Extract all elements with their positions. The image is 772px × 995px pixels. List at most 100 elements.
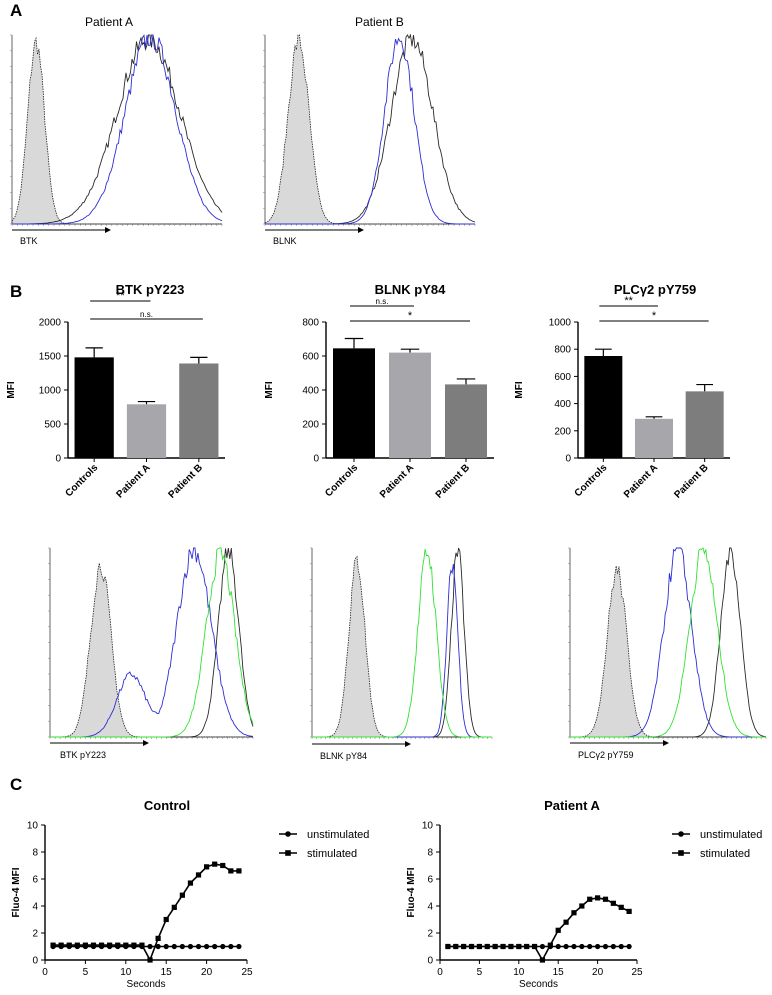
y-axis-label: MFI <box>6 381 17 398</box>
histogram-axis-label: BTK <box>20 236 38 246</box>
histogram-title: Patient B <box>355 15 404 29</box>
line-chart-title: Control <box>144 798 190 813</box>
data-point-stimulated <box>539 957 546 963</box>
data-point-stimulated <box>508 943 514 950</box>
data-point-stimulated <box>139 942 145 948</box>
data-point-stimulated <box>98 942 105 948</box>
data-point-stimulated <box>90 942 97 948</box>
data-point-unstimulated <box>539 943 546 950</box>
y-tick-label: 2000 <box>39 318 62 329</box>
bar-patient-b <box>685 391 724 458</box>
histogram-title: Patient A <box>85 15 133 29</box>
line-chart-title: Patient A <box>544 798 600 813</box>
y-axis-label: MFI <box>514 381 525 398</box>
data-point-unstimulated <box>626 943 632 950</box>
data-point-stimulated <box>220 862 226 869</box>
x-axis-arrowhead <box>105 227 111 233</box>
data-point-unstimulated <box>618 943 624 950</box>
histogram-trace-patient <box>265 37 475 225</box>
data-point-unstimulated <box>236 943 242 950</box>
data-point-stimulated <box>602 896 609 902</box>
bar-controls <box>74 357 114 458</box>
histogram-trace-patient-b <box>570 547 766 738</box>
data-point-stimulated <box>195 872 202 878</box>
legend-marker <box>285 831 291 837</box>
bar-chart-title: PLCγ2 pY759 <box>614 282 696 297</box>
y-tick-label: 0 <box>32 956 38 967</box>
data-point-stimulated <box>131 942 137 948</box>
significance-label: ** <box>624 295 633 307</box>
data-point-stimulated <box>610 900 616 906</box>
x-tick-label: 5 <box>477 967 483 978</box>
data-point-unstimulated <box>228 943 234 950</box>
x-tick-label: 0 <box>437 967 443 978</box>
data-point-stimulated <box>58 942 64 948</box>
y-axis-label: Fluo-4 MFI <box>11 867 22 917</box>
data-point-stimulated <box>228 868 234 874</box>
data-point-stimulated <box>107 942 113 948</box>
y-tick-label: 0 <box>565 454 571 465</box>
y-axis-label: Fluo-4 MFI <box>406 867 417 917</box>
legend-label: unstimulated <box>700 829 762 841</box>
data-point-stimulated <box>531 943 538 950</box>
data-point-stimulated <box>476 943 482 950</box>
data-point-stimulated <box>563 919 569 925</box>
significance-label: ** <box>116 290 125 302</box>
data-point-unstimulated <box>220 943 226 950</box>
y-tick-label: 800 <box>302 318 319 329</box>
legend-label: stimulated <box>307 848 357 860</box>
data-point-stimulated <box>595 895 601 901</box>
data-point-stimulated <box>50 942 56 948</box>
data-point-stimulated <box>445 943 451 950</box>
y-tick-label: 0 <box>313 454 319 465</box>
histogram-trace-patient-b <box>50 547 254 738</box>
x-tick-label: 15 <box>161 967 173 978</box>
data-point-stimulated <box>500 943 506 950</box>
significance-label: * <box>652 310 657 322</box>
bar-patient-b <box>445 384 487 458</box>
y-tick-label: 4 <box>32 902 38 913</box>
panel-letter-b: B <box>10 282 22 301</box>
data-point-stimulated <box>212 861 218 867</box>
data-point-stimulated <box>492 943 498 950</box>
histogram-btk: Patient A BTK <box>10 15 223 246</box>
significance-label: n.s. <box>140 310 153 319</box>
data-point-unstimulated <box>147 943 153 950</box>
significance-label: n.s. <box>376 297 389 306</box>
y-tick-label: 6 <box>427 875 433 886</box>
histogram-axis-label: PLCγ2 pY759 <box>578 750 634 760</box>
y-tick-label: 1500 <box>39 352 62 363</box>
data-point-stimulated <box>516 943 522 950</box>
data-point-unstimulated <box>595 943 601 950</box>
bar-controls <box>584 356 623 458</box>
x-tick-label: 25 <box>241 967 253 978</box>
x-tick-label: 20 <box>201 967 213 978</box>
data-point-stimulated <box>115 942 121 948</box>
x-tick-label: 20 <box>592 967 604 978</box>
data-point-unstimulated <box>171 943 177 950</box>
y-tick-label: 0 <box>427 956 433 967</box>
data-point-stimulated <box>74 942 80 948</box>
data-point-stimulated <box>453 943 459 950</box>
data-point-stimulated <box>155 935 161 941</box>
data-point-stimulated <box>524 943 530 950</box>
data-point-stimulated <box>147 957 153 963</box>
isotype-histogram-area <box>264 34 475 225</box>
line-chart-patient-a: Patient A Fluo-4 MFI Seconds 0 2 4 6 8 10 0 5 10 15 2… <box>406 798 762 990</box>
significance-label: * <box>408 310 413 322</box>
x-axis-arrowhead <box>358 227 364 233</box>
x-tick-label: 10 <box>513 967 525 978</box>
data-point-unstimulated <box>602 943 609 950</box>
data-point-stimulated <box>618 904 624 910</box>
data-point-stimulated <box>123 942 129 948</box>
x-tick-label: 5 <box>83 967 89 978</box>
x-tick-label: 25 <box>631 967 643 978</box>
data-point-stimulated <box>179 892 185 898</box>
legend-label: stimulated <box>700 848 750 860</box>
y-tick-label: 1000 <box>549 318 572 329</box>
panel-letter-a: A <box>10 1 22 20</box>
data-point-stimulated <box>626 908 632 914</box>
y-tick-label: 600 <box>302 352 319 363</box>
